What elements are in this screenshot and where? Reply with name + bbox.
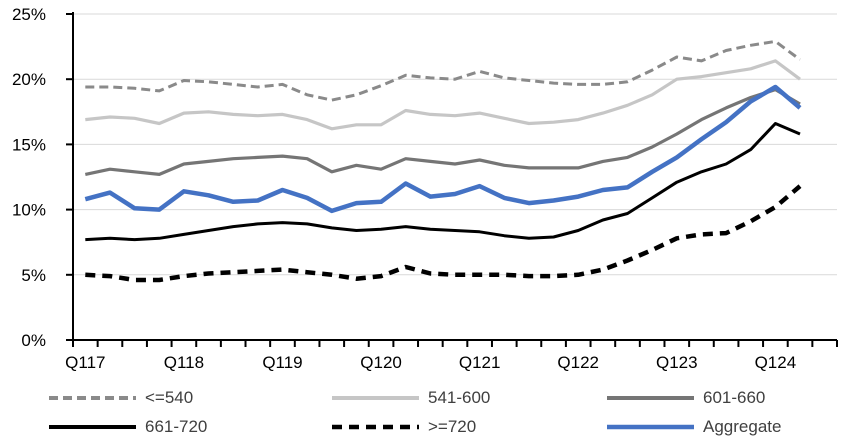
x-axis-label: Q122: [557, 353, 599, 372]
series-line-601-660: [84, 87, 801, 176]
x-axis-label: Q123: [656, 353, 698, 372]
x-axis-label: Q117: [65, 353, 105, 372]
y-axis-label: 5%: [21, 266, 46, 285]
x-axis-label: Q124: [755, 353, 797, 372]
x-axis-label: Q118: [164, 353, 204, 372]
series-line-Aggregate: [84, 84, 802, 214]
series-line-541-600: [85, 59, 801, 131]
x-axis-label: Q121: [459, 353, 501, 372]
y-axis-label: 10%: [12, 201, 46, 220]
series-line-720: [85, 184, 802, 283]
series-line-661-720: [85, 122, 801, 242]
x-axis-label: Q120: [360, 353, 402, 372]
y-axis-label: 0%: [21, 331, 46, 350]
y-axis-label: 15%: [12, 135, 46, 154]
y-axis-label: 25%: [12, 5, 46, 24]
series-line-540: [85, 39, 801, 102]
y-axis-label: 20%: [12, 70, 46, 89]
x-axis-label: Q119: [262, 353, 302, 372]
